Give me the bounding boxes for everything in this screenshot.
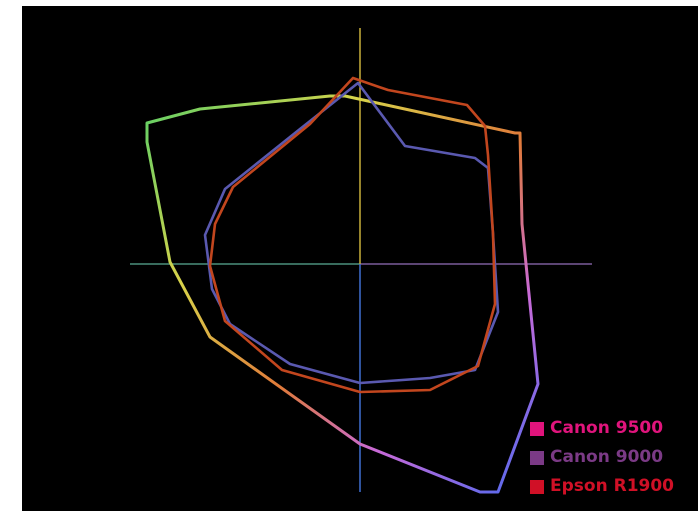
- legend-item-epson-r1900: Epson R1900: [530, 472, 698, 501]
- legend-swatch-epson-r1900: [530, 479, 544, 494]
- legend-item-canon-9000: Canon 9000: [530, 443, 698, 472]
- series-epson-r1900-outline: [208, 76, 497, 394]
- chart-axes: [130, 28, 592, 492]
- legend-label-epson-r1900: Epson R1900: [550, 476, 675, 496]
- legend: Canon 9500 Canon 9000 Epson R1900: [530, 414, 698, 501]
- series-canon-9000-outline: [203, 81, 500, 385]
- series-layer: [145, 76, 540, 494]
- legend-label-canon-9500: Canon 9500: [550, 418, 664, 438]
- legend-swatch-canon-9000: [530, 450, 544, 465]
- legend-swatch-canon-9500: [530, 421, 544, 436]
- legend-item-canon-9500: Canon 9500: [530, 414, 698, 443]
- legend-label-canon-9000: Canon 9000: [550, 447, 664, 467]
- series-canon-9500-outline: [145, 94, 540, 494]
